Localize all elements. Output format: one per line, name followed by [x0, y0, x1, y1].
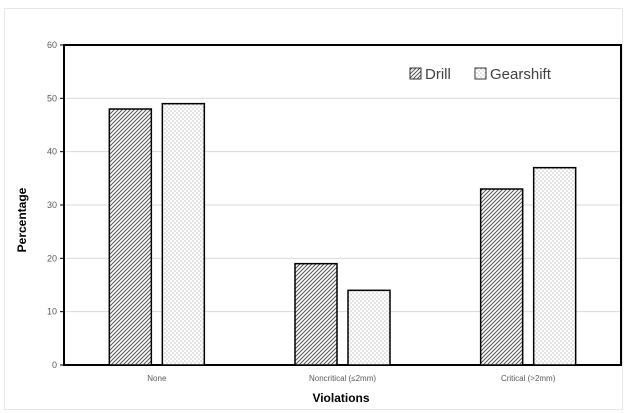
y-tick-label: 0: [52, 360, 57, 370]
legend-label-drill: Drill: [425, 66, 451, 83]
bar-gearshift-0: [161, 102, 206, 366]
x-category-label: None: [147, 374, 167, 383]
x-category-label: Critical (>2mm): [501, 374, 556, 383]
legend-swatch-drill: [409, 67, 422, 80]
y-tick-labels: 0 10 20 30 40 50 60: [47, 40, 57, 370]
bar-drill-0: [108, 108, 153, 366]
y-tick-label: 50: [47, 93, 57, 103]
x-category-labels: None Noncritical (≤2mm) Critical (>2mm): [147, 374, 555, 383]
bar-gearshift-1: [347, 289, 391, 366]
y-tick-label: 20: [47, 253, 57, 263]
y-tick-label: 30: [47, 200, 57, 210]
legend: Drill Gearshift: [409, 66, 552, 83]
bar-gearshift-2: [532, 166, 577, 366]
legend-label-gearshift: Gearshift: [490, 66, 552, 83]
y-tick-label: 60: [47, 40, 57, 50]
bar-drill-1: [294, 262, 338, 366]
plot-area-border: [63, 44, 622, 366]
bars: [108, 102, 577, 366]
legend-swatch-gearshift: [474, 67, 487, 80]
bar-drill-2: [479, 188, 524, 366]
x-category-label: Noncritical (≤2mm): [309, 374, 376, 383]
y-tick-label: 40: [47, 147, 57, 157]
y-tick-label: 10: [47, 307, 57, 317]
y-axis-title: Percentage: [15, 187, 29, 252]
gridlines: [60, 44, 621, 366]
x-axis-title: Violations: [312, 391, 369, 405]
